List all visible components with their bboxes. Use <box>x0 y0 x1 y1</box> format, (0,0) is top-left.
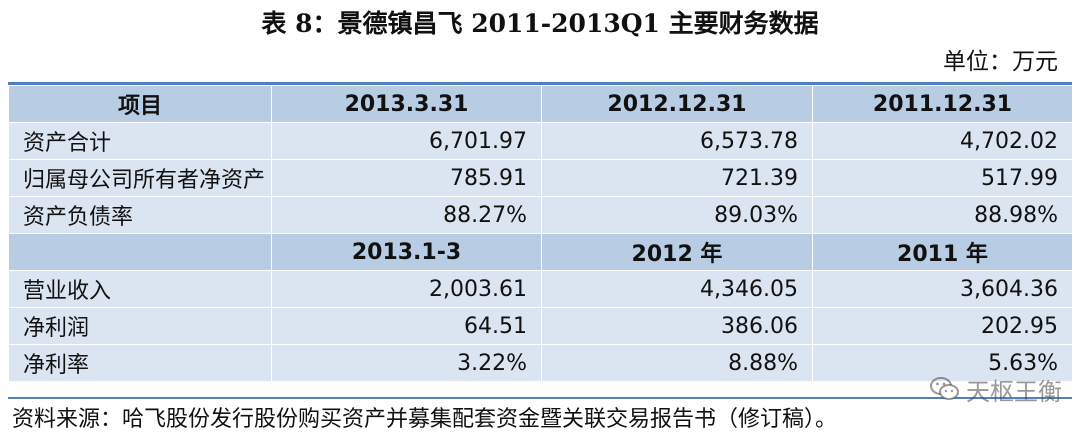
table-row: 净利润 64.51 386.06 202.95 <box>8 307 1073 345</box>
row-label: 净利率 <box>8 344 272 382</box>
table-cell: 4,702.02 <box>812 122 1073 160</box>
table-cell: 88.98% <box>812 196 1073 234</box>
table-title: 表 8：景德镇昌飞 2011-2013Q1 主要财务数据 <box>261 9 819 38</box>
table-cell: 6,701.97 <box>271 122 542 160</box>
financial-table: 项目 2013.3.31 2012.12.31 2011.12.31 资产合计 … <box>8 85 1073 382</box>
watermark: 天枢王衡 <box>930 372 1062 406</box>
table-cell: 2,003.61 <box>271 270 542 308</box>
header-cell: 2011.12.31 <box>812 85 1073 123</box>
row-label: 归属母公司所有者净资产 <box>8 159 272 197</box>
header-cell: 2012 年 <box>541 233 813 271</box>
header-cell: 项目 <box>8 85 272 123</box>
table-cell: 785.91 <box>271 159 542 197</box>
table-row: 归属母公司所有者净资产 785.91 721.39 517.99 <box>8 159 1073 197</box>
header-cell <box>8 233 272 271</box>
top-rule <box>8 82 1072 85</box>
table-cell: 5.63% <box>812 344 1073 382</box>
unit-label: 单位：万元 <box>943 49 1058 75</box>
table-row: 净利率 3.22% 8.88% 5.63% <box>8 344 1073 382</box>
table-row: 营业收入 2,003.61 4,346.05 3,604.36 <box>8 270 1073 308</box>
row-label: 资产负债率 <box>8 196 272 234</box>
bottom-rule <box>8 397 1072 399</box>
header-cell: 2013.3.31 <box>271 85 542 123</box>
wechat-icon <box>930 377 959 400</box>
header-cell: 2012.12.31 <box>541 85 813 123</box>
table-cell: 3.22% <box>271 344 542 382</box>
source-note: 资料来源：哈飞股份发行股份购买资产并募集配套资金暨关联交易报告书（修订稿）。 <box>12 407 838 432</box>
table-header-row: 项目 2013.3.31 2012.12.31 2011.12.31 <box>8 85 1073 123</box>
table-subheader-row: 2013.1-3 2012 年 2011 年 <box>8 233 1073 271</box>
watermark-text: 天枢王衡 <box>966 377 1062 406</box>
table-cell: 4,346.05 <box>541 270 813 308</box>
row-label: 资产合计 <box>8 122 272 160</box>
table-cell: 721.39 <box>541 159 813 197</box>
table-cell: 202.95 <box>812 307 1073 345</box>
table-cell: 89.03% <box>541 196 813 234</box>
table-cell: 88.27% <box>271 196 542 234</box>
table-cell: 8.88% <box>541 344 813 382</box>
table-cell: 3,604.36 <box>812 270 1073 308</box>
table-row: 资产负债率 88.27% 89.03% 88.98% <box>8 196 1073 234</box>
row-label: 营业收入 <box>8 270 272 308</box>
table-cell: 386.06 <box>541 307 813 345</box>
table-cell: 6,573.78 <box>541 122 813 160</box>
table-row: 资产合计 6,701.97 6,573.78 4,702.02 <box>8 122 1073 160</box>
row-label: 净利润 <box>8 307 272 345</box>
table-cell: 64.51 <box>271 307 542 345</box>
header-cell: 2013.1-3 <box>271 233 542 271</box>
table-cell: 517.99 <box>812 159 1073 197</box>
header-cell: 2011 年 <box>812 233 1073 271</box>
